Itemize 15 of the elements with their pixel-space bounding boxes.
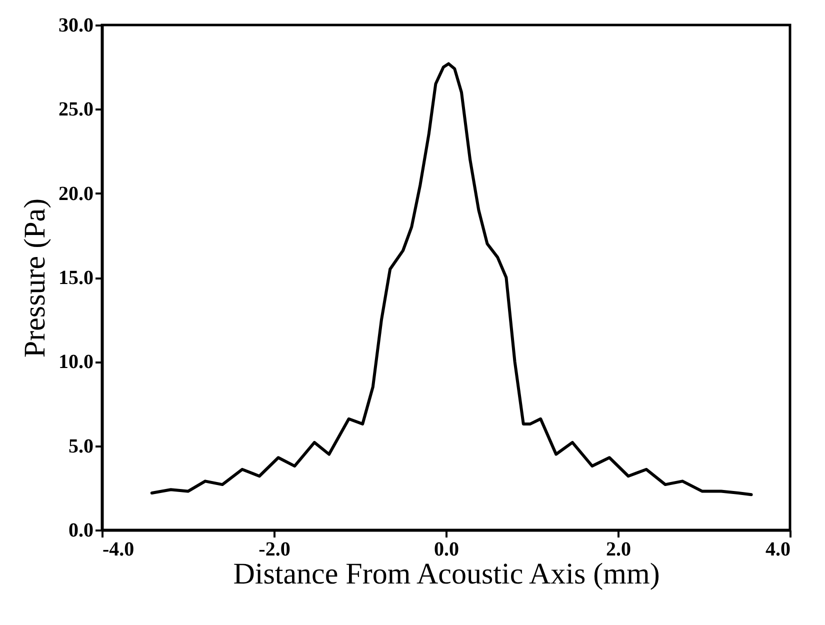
x-tick-label: 0.0: [434, 538, 459, 560]
y-tick-label: 15.0: [58, 267, 94, 289]
y-tick-label: 10.0: [58, 351, 94, 374]
x-axis-title: Distance From Acoustic Axis (mm): [233, 558, 660, 590]
x-tick-label: 2.0: [606, 538, 631, 560]
y-tick-label: 5.0: [68, 435, 94, 458]
x-tick-label: 4.0: [766, 538, 790, 560]
y-tick-label: 30.0: [58, 14, 94, 36]
y-tick-label: 0.0: [68, 520, 94, 542]
y-tick-label: 20.0: [58, 182, 94, 205]
line-series: [150, 62, 753, 496]
y-axis-title: Pressure (Pa): [18, 198, 52, 358]
x-tick-label: -2.0: [258, 538, 290, 560]
y-tick-label: 25.0: [58, 98, 94, 121]
x-tick-label: -4.0: [102, 538, 134, 560]
